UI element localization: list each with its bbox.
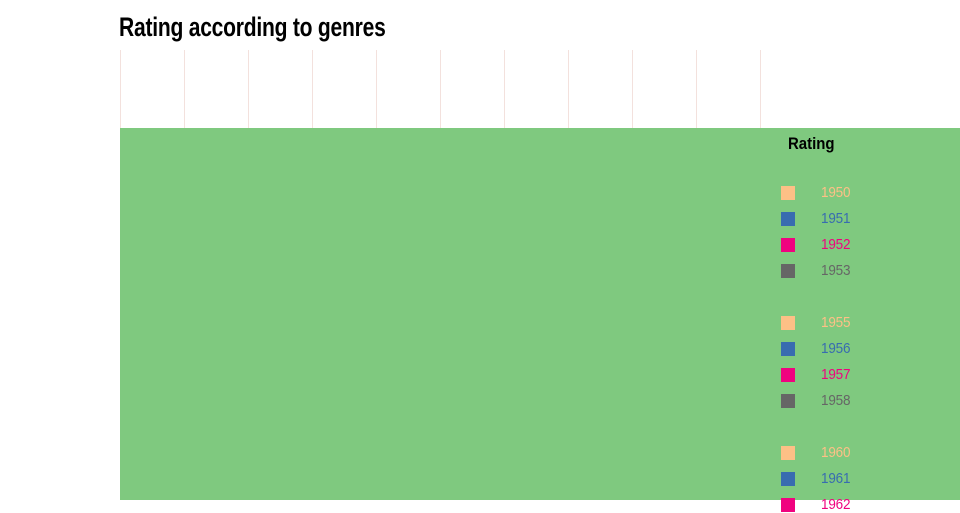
legend-swatch [781,212,795,226]
legend-item-1950: 1950 [781,184,854,201]
plot-area [120,128,960,500]
legend-item-1951: 1951 [781,210,854,227]
x-gridline [248,50,249,128]
legend-item-label: 1953 [821,262,851,279]
x-gridline [376,50,377,128]
legend-item-label: 1952 [821,236,851,253]
legend-item-1962: 1962 [781,496,854,513]
x-gridline [120,50,121,128]
legend-item-label: 1950 [821,184,851,201]
x-gridline [760,50,761,128]
legend-swatch [781,446,795,460]
legend-swatch [781,186,795,200]
legend-swatch [781,342,795,356]
legend-item-1955: 1955 [781,314,854,331]
legend-item-1960: 1960 [781,444,854,461]
legend-item-label: 1957 [821,366,851,383]
legend-item-1957: 1957 [781,366,854,383]
legend-swatch [781,368,795,382]
legend-swatch [781,238,795,252]
legend-item-label: 1951 [821,210,851,227]
legend-item-label: 1960 [821,444,851,461]
legend-swatch [781,264,795,278]
legend-item-label: 1961 [821,470,851,487]
x-gridline [632,50,633,128]
legend-item-1956: 1956 [781,340,854,357]
legend-swatch [781,316,795,330]
x-gridline [440,50,441,128]
chart-title: Rating according to genres [119,12,386,42]
legend-item-1953: 1953 [781,262,854,279]
legend-item-label: 1956 [821,340,851,357]
legend-item-label: 1962 [821,496,851,513]
legend-item-1961: 1961 [781,470,854,487]
legend-swatch [781,394,795,408]
legend-title: Rating [788,134,835,153]
x-gridline [568,50,569,128]
x-gridline [504,50,505,128]
legend-item-1958: 1958 [781,392,854,409]
legend-item-1952: 1952 [781,236,854,253]
legend-swatch [781,498,795,512]
legend-item-label: 1955 [821,314,851,331]
x-gridline [312,50,313,128]
x-gridline [184,50,185,128]
legend-swatch [781,472,795,486]
legend-item-label: 1958 [821,392,851,409]
x-gridline [696,50,697,128]
